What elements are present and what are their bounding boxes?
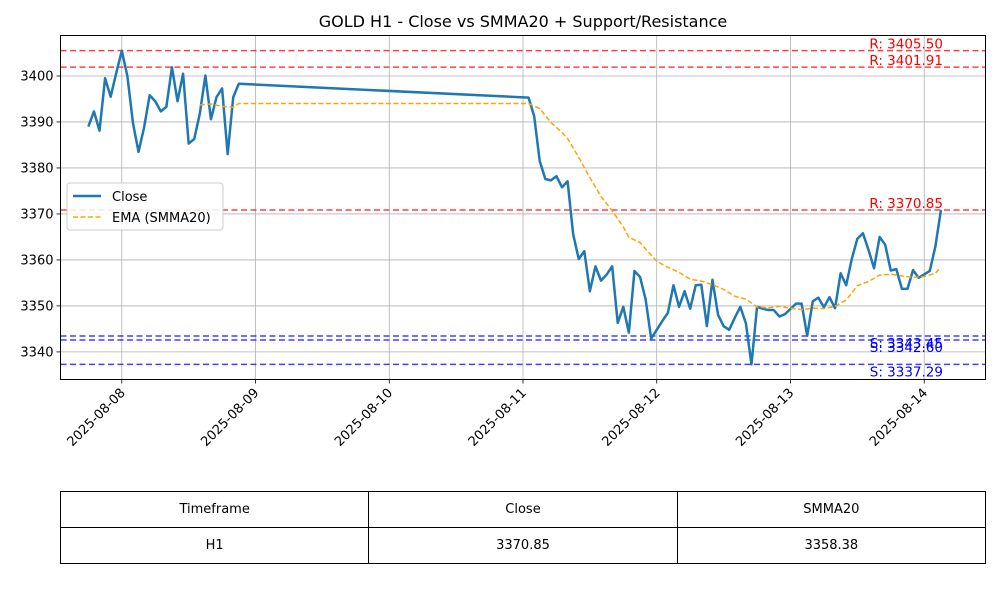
y-tick-label: 3370 [20, 207, 53, 222]
y-tick-label: 3400 [20, 69, 53, 84]
x-tick-label: 2025-08-11 [466, 386, 530, 450]
y-tick-label: 3380 [20, 161, 53, 176]
support-level-label: S: 3337.29 [870, 364, 943, 380]
table-cell-smma20: 3358.38 [676, 527, 987, 564]
chart-title: GOLD H1 - Close vs SMMA20 + Support/Resi… [319, 12, 728, 31]
resistance-level-label: R: 3401.91 [869, 53, 943, 69]
y-tick-label: 3340 [20, 345, 53, 360]
x-tick-label: 2025-08-10 [332, 386, 396, 450]
legend-close-label: Close [112, 190, 147, 205]
support-level-label: S: 3343.45 [870, 336, 943, 352]
x-tick-label: 2025-08-12 [600, 386, 664, 450]
y-tick-label: 3390 [20, 115, 53, 130]
resistance-level-label: R: 3370.85 [869, 196, 943, 212]
x-tick-label: 2025-08-14 [867, 386, 931, 450]
legend: Close EMA (SMMA20) [66, 182, 224, 231]
table-header-smma20: SMMA20 [676, 491, 987, 528]
series [87, 49, 943, 366]
table-cell-timeframe: H1 [59, 527, 370, 564]
table-cell-close: 3370.85 [368, 527, 678, 564]
x-tick-label: 2025-08-08 [65, 386, 129, 450]
x-tick-label: 2025-08-09 [198, 386, 262, 450]
chart: GOLD H1 - Close vs SMMA20 + Support/Resi… [20, 12, 986, 450]
support-level-label: S: 3342.60 [870, 340, 943, 356]
series-line-close [87, 49, 943, 366]
table-header-timeframe: Timeframe [59, 491, 370, 528]
y-tick-label: 3350 [20, 299, 53, 314]
legend-ema-label: EMA (SMMA20) [112, 211, 211, 226]
resistance-level-label: R: 3405.50 [869, 37, 943, 53]
series-line-smma20 [199, 102, 942, 311]
level-labels: R: 3405.50R: 3401.91 R: 3370.85 S: 3343.45… [869, 37, 943, 381]
table-row: H1 3370.85 3358.38 [59, 527, 987, 564]
y-tick-label: 3360 [20, 253, 53, 268]
x-tick-label: 2025-08-13 [733, 386, 797, 450]
table-header-close: Close [368, 491, 678, 528]
summary-table: Timeframe Close SMMA20 H1 3370.85 3358.3… [59, 491, 987, 564]
table-header-row: Timeframe Close SMMA20 [59, 491, 987, 528]
